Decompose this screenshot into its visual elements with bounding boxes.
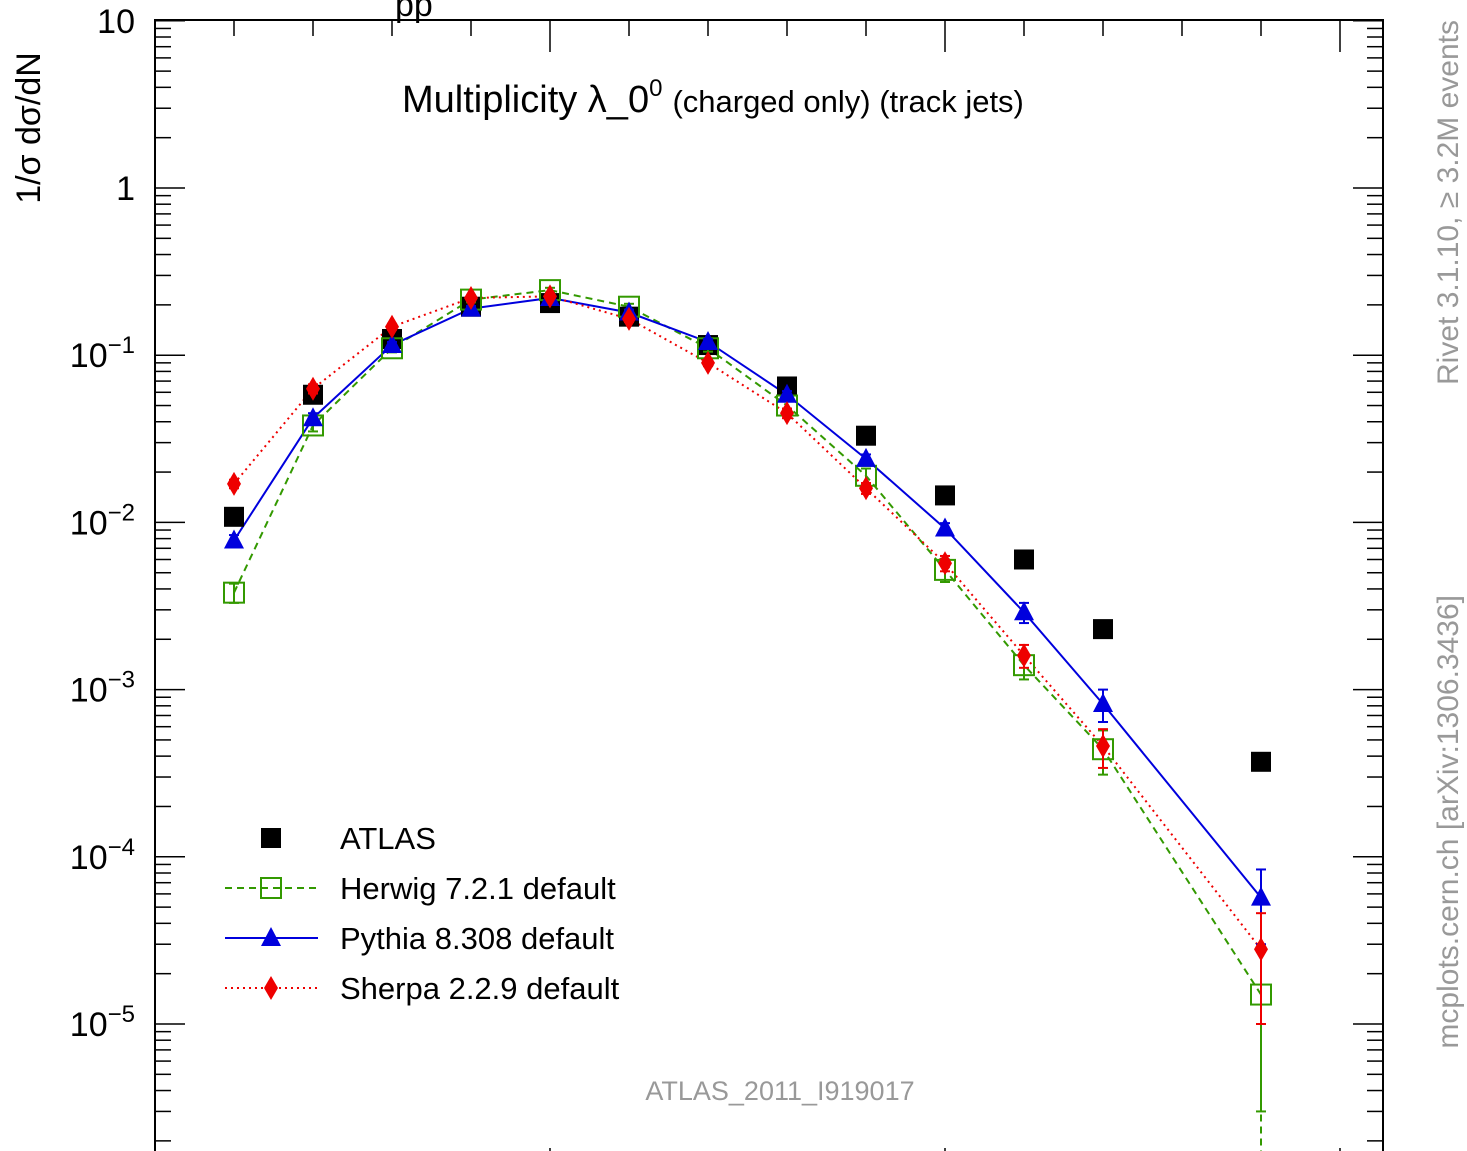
data-point-marker xyxy=(1093,619,1113,640)
data-point-marker xyxy=(1017,643,1031,668)
data-point-marker xyxy=(1093,693,1113,713)
data-point-marker xyxy=(464,285,478,310)
data-point-marker xyxy=(1251,751,1271,772)
y-axis-ticks xyxy=(155,20,1383,1142)
data-point-marker xyxy=(856,447,876,467)
series-group xyxy=(227,284,1268,1025)
series-layer xyxy=(223,279,1272,1151)
data-point-marker xyxy=(777,383,797,403)
chart-title-suffix: (charged only) (track jets) xyxy=(672,84,1023,119)
series-group xyxy=(224,293,1271,772)
chart-title: Multiplicity λ_00 (charged only) (track j… xyxy=(402,75,1024,121)
y-tick-label-exponent: −5 xyxy=(108,1001,135,1028)
y-tick-label-base: 10 xyxy=(70,337,108,375)
y-tick-label: 1 xyxy=(116,170,135,208)
legend-label: Herwig 7.2.1 default xyxy=(340,871,616,906)
y-tick-label-exponent: −3 xyxy=(108,667,135,694)
data-point-marker xyxy=(543,284,557,309)
y-tick-label: 10 xyxy=(97,3,135,41)
data-point-marker xyxy=(1096,733,1110,758)
data-point-marker xyxy=(780,401,794,426)
data-point-marker xyxy=(856,425,876,446)
data-point-marker xyxy=(1251,886,1271,906)
y-tick-label-base: 10 xyxy=(70,1006,108,1044)
y-axis-label: 1/σ dσ/dN xyxy=(10,52,48,204)
data-point-marker xyxy=(224,529,244,549)
legend-label: Sherpa 2.2.9 default xyxy=(340,971,620,1006)
data-point-marker xyxy=(224,506,244,527)
side-text-top: Rivet 3.1.10, ≥ 3.2M events xyxy=(1432,20,1465,385)
chart-title-superscript: 0 xyxy=(649,75,662,102)
y-tick-label-exponent: −1 xyxy=(108,332,135,359)
data-point-marker xyxy=(303,407,323,427)
legend: ATLAS Herwig 7.2.1 default Pythia 8.308 de… xyxy=(225,821,620,1006)
data-point-marker xyxy=(261,927,281,946)
y-tick-label-base: 10 xyxy=(70,504,108,542)
data-point-marker xyxy=(1014,549,1034,570)
data-point-marker xyxy=(622,306,636,331)
y-tick-label-exponent: −2 xyxy=(108,499,135,526)
data-point-marker xyxy=(385,314,399,339)
data-point-marker xyxy=(223,581,245,604)
data-point-marker xyxy=(382,334,402,354)
y-tick-label: 10−2 xyxy=(70,499,135,542)
y-tick-label: 10−5 xyxy=(70,1001,135,1044)
chart-title-main: Multiplicity λ_0 xyxy=(402,79,649,121)
y-tick-label-base: 1 xyxy=(116,170,135,208)
data-point-marker xyxy=(938,551,952,576)
data-point-marker xyxy=(698,330,718,350)
y-tick-label-base: 10 xyxy=(97,3,135,41)
legend-label: Pythia 8.308 default xyxy=(340,921,614,956)
data-point-marker xyxy=(264,976,278,1000)
data-point-marker xyxy=(935,517,955,537)
data-point-marker xyxy=(935,485,955,506)
data-point-marker xyxy=(306,376,320,401)
data-point-marker xyxy=(1014,601,1034,621)
y-tick-label: 10−1 xyxy=(70,332,135,375)
data-point-marker xyxy=(859,476,873,501)
legend-label: ATLAS xyxy=(340,821,436,856)
y-tick-label-exponent: −4 xyxy=(108,834,135,861)
data-point-marker xyxy=(701,350,715,375)
y-tick-label: 10−4 xyxy=(70,834,135,877)
plot-frame xyxy=(154,19,1384,1151)
side-text-bottom: mcplots.cern.ch [arXiv:1306.3436] xyxy=(1432,595,1465,1049)
y-tick-label: 10−3 xyxy=(70,667,135,710)
data-point-marker xyxy=(260,877,282,899)
watermark: ATLAS_2011_I919017 xyxy=(645,1076,914,1106)
data-point-marker xyxy=(1254,937,1268,962)
x-axis-ticks xyxy=(233,20,1341,1151)
y-tick-label-base: 10 xyxy=(70,672,108,710)
top-label-fragment: pp xyxy=(395,0,433,24)
y-tick-label-base: 10 xyxy=(70,839,108,877)
data-point-marker xyxy=(227,471,241,496)
data-point-marker xyxy=(261,828,281,848)
